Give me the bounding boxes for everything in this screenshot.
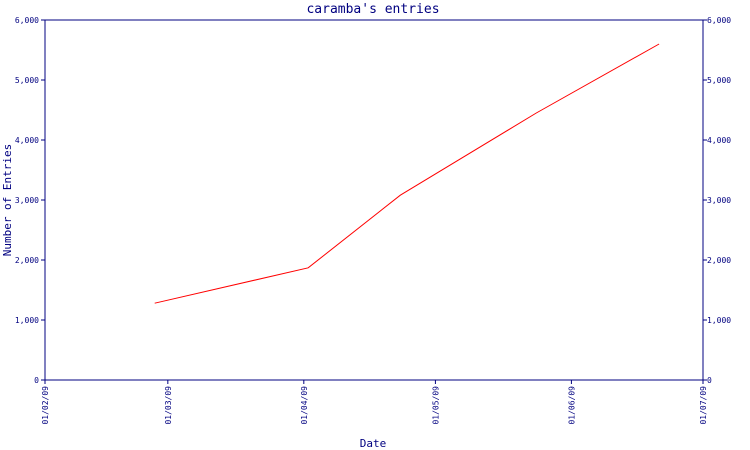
y-tick-label-right: 4,000 (707, 136, 731, 145)
y-tick-label-right: 2,000 (707, 256, 731, 265)
x-axis-title: Date (360, 437, 387, 450)
y-tick-label-left: 4,000 (15, 136, 39, 145)
series-line (154, 43, 660, 304)
x-axis: 01/02/09 01/03/09 01/04/09 01/05/09 01/06/09… (41, 380, 708, 425)
chart-title: caramba's entries (306, 2, 439, 17)
x-tick-label: 01/03/09 (164, 386, 173, 425)
y-tick-label-left: 5,000 (15, 76, 39, 85)
x-tick-label: 01/05/09 (431, 386, 440, 425)
y-tick-label-right: 1,000 (707, 316, 731, 325)
x-tick-label: 01/02/09 (41, 386, 50, 425)
plot-frame (44, 19, 704, 381)
y-axis-right: 0 1,000 2,000 3,000 4,000 5,000 6,000 (703, 16, 731, 385)
y-tick-label-left: 1,000 (15, 316, 39, 325)
x-tick-label: 01/07/09 (699, 386, 708, 425)
y-tick-label-right: 0 (707, 376, 712, 385)
x-tick-label: 01/06/09 (567, 386, 576, 425)
x-tick-label: 01/04/09 (300, 386, 309, 425)
series-layer (154, 43, 660, 304)
y-tick-label-right: 5,000 (707, 76, 731, 85)
y-axis-title: Number of Entries (1, 144, 14, 257)
y-tick-label-left: 2,000 (15, 256, 39, 265)
y-tick-label-left: 3,000 (15, 196, 39, 205)
y-axis-left: 0 1,000 2,000 3,000 4,000 5,000 6,000 (15, 16, 45, 385)
y-tick-label-right: 6,000 (707, 16, 731, 25)
y-tick-label-right: 3,000 (707, 196, 731, 205)
y-tick-label-left: 0 (34, 376, 39, 385)
y-tick-label-left: 6,000 (15, 16, 39, 25)
